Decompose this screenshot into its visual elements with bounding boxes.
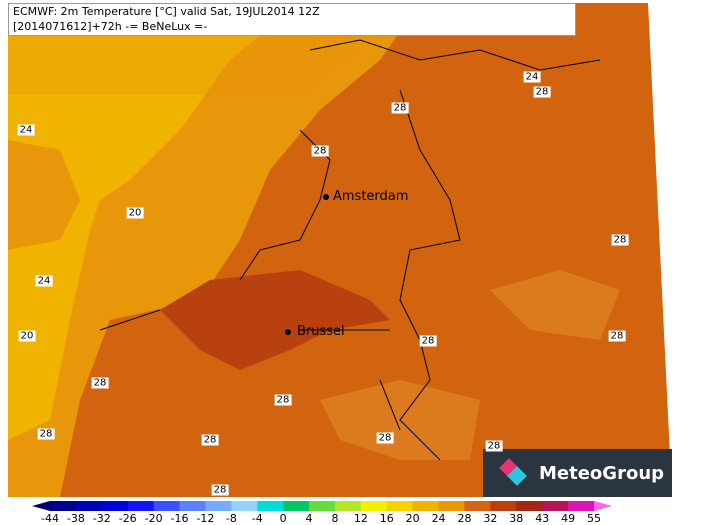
colorbar-tick-label: 32 (483, 512, 497, 525)
logo-icon (499, 458, 527, 486)
colorbar-tick-label: 38 (509, 512, 523, 525)
colorbar-tick-label: -44 (41, 512, 59, 525)
colorbar-segment (568, 501, 595, 511)
logo-text: MeteoGroup (539, 462, 665, 484)
colorbar-tick-label: -16 (171, 512, 189, 525)
colorbar-arrow (32, 501, 50, 511)
colorbar-tick-label: -38 (67, 512, 85, 525)
header-line: ECMWF: 2m Temperature [°C] valid Sat, 19… (13, 5, 320, 18)
contour-label: 28 (611, 234, 629, 246)
contour-label: 28 (485, 440, 503, 452)
city-label: Amsterdam (333, 189, 409, 204)
contour-label: 28 (91, 377, 109, 389)
colorbar-tick-label: 8 (331, 512, 338, 525)
colorbar-tick-label: -8 (226, 512, 237, 525)
colorbar-segment (205, 501, 232, 511)
colorbar-tick-label: -4 (252, 512, 263, 525)
colorbar-segment (127, 501, 155, 511)
colorbar-tick-label: 55 (587, 512, 601, 525)
city-dot (323, 194, 329, 200)
colorbar-segment (412, 501, 440, 511)
colorbar: -44 -38 -32 -26 -20 -16 -12 -8 -4 0 4 8 12 16 20 24 28 32… (32, 501, 612, 525)
contour-label: 28 (391, 102, 409, 114)
colorbar-segment (101, 501, 129, 511)
contour-label: 28 (419, 335, 437, 347)
header-line: [2014071612]+72h -= BeNeLux =- (13, 20, 208, 33)
contour-label: 28 (311, 145, 329, 157)
colorbar-tick-label: -20 (145, 512, 163, 525)
region-20 (8, 3, 300, 440)
colorbar-segment (516, 501, 543, 511)
colorbar-tick-label: 0 (280, 512, 287, 525)
contour-label: 24 (523, 71, 541, 83)
colorbar-tick-label: -12 (196, 512, 214, 525)
colorbar-tick-label: 43 (535, 512, 549, 525)
colorbar-tick-label: 24 (432, 512, 446, 525)
contour-label: 28 (37, 428, 55, 440)
borders (99, 39, 601, 461)
contour-label: 24 (17, 124, 35, 136)
colorbar-segment (490, 501, 517, 511)
colorbar-arrow (594, 501, 612, 511)
colorbar-tick-label: 16 (380, 512, 394, 525)
colorbar-segment (231, 501, 258, 511)
city-label: Brussel (297, 324, 345, 339)
contour-label: 20 (18, 330, 36, 342)
region-28b (490, 270, 620, 340)
colorbar-segment (309, 501, 336, 511)
colorbar-tick-label: -26 (119, 512, 137, 525)
colorbar-segment (50, 501, 77, 511)
region-24b (8, 140, 80, 250)
colorbar-tick-label: 4 (306, 512, 313, 525)
colorbar-segment (179, 501, 206, 511)
colorbar-segment (75, 501, 103, 511)
contour-label: 20 (126, 207, 144, 219)
logo: MeteoGroup (483, 449, 672, 497)
colorbar-segment (257, 501, 284, 511)
colorbar-segment (438, 501, 465, 511)
city-dot (285, 329, 291, 335)
colorbar-tick-label: 28 (457, 512, 471, 525)
colorbar-segment (283, 501, 310, 511)
contour-label: 28 (533, 86, 551, 98)
colorbar-tick-label: 12 (354, 512, 368, 525)
contour-label: 28 (274, 394, 292, 406)
colorbar-segment (386, 501, 414, 511)
contour-label: 28 (201, 434, 219, 446)
colorbar-tick-label: -32 (93, 512, 111, 525)
colorbar-tick-label: 20 (406, 512, 420, 525)
colorbar-segment (334, 501, 362, 511)
colorbar-segment (360, 501, 388, 511)
colorbar-segment (153, 501, 181, 511)
header: ECMWF: 2m Temperature [°C] valid Sat, 19… (8, 3, 576, 36)
contour-label: 28 (211, 484, 229, 496)
contour-label: 24 (35, 275, 53, 287)
contour-label: 28 (376, 432, 394, 444)
colorbar-segment (542, 501, 569, 511)
region-32 (160, 270, 390, 370)
colorbar-segment (464, 501, 491, 511)
contour-label: 28 (608, 330, 626, 342)
colorbar-tick-label: 49 (561, 512, 575, 525)
